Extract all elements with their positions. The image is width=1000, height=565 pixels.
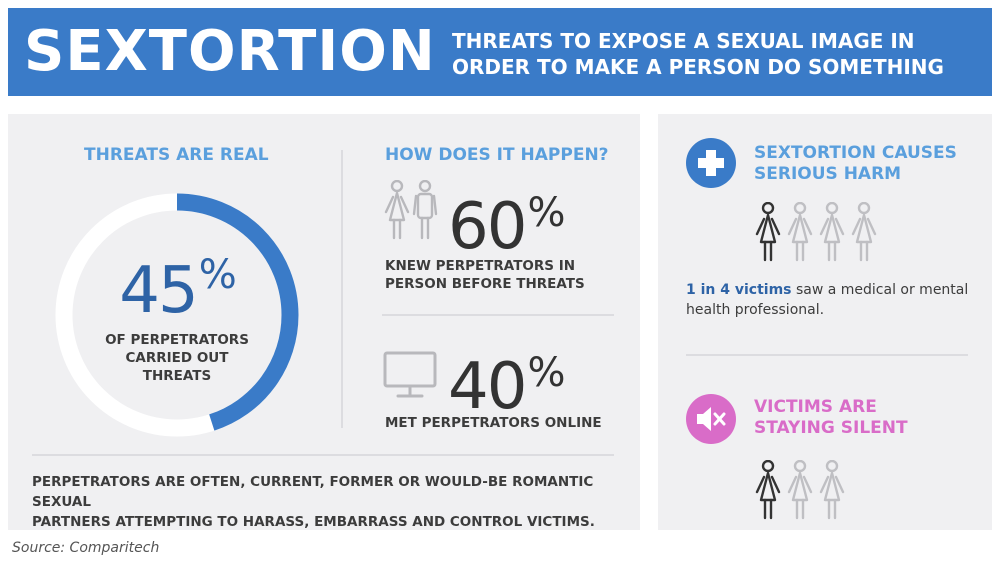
harm-stat-line-2: health professional. bbox=[686, 302, 825, 318]
medical-cross-icon bbox=[686, 138, 736, 188]
harm-figure-4 bbox=[851, 202, 877, 262]
threats-percent: 45% bbox=[92, 239, 262, 327]
threats-unit: % bbox=[198, 252, 237, 298]
threats-label-line-3: THREATS bbox=[142, 368, 212, 384]
silent-heading-line-1: VICTIMS ARE bbox=[754, 397, 877, 417]
stat-40-unit: % bbox=[527, 350, 565, 396]
monitor-icon bbox=[383, 351, 437, 398]
harm-heading-line-2: SERIOUS HARM bbox=[754, 164, 902, 184]
silent-figure-2 bbox=[787, 460, 813, 520]
stat-60-label-line-1: KNEW PERPETRATORS IN bbox=[385, 258, 576, 274]
stat-60-percent: 60% bbox=[448, 178, 565, 264]
stats-panel: THREATS ARE REAL 45% OF PERPETRATORS CAR… bbox=[8, 114, 640, 530]
harm-figures-icon bbox=[755, 202, 877, 262]
silent-heading-line-2: STAYING SILENT bbox=[754, 418, 908, 438]
harm-stat-rest: saw a medical or mental bbox=[791, 282, 969, 298]
stat-40-percent: 40% bbox=[448, 338, 565, 424]
subtitle-line-2: ORDER TO MAKE A PERSON DO SOMETHING bbox=[452, 55, 944, 79]
harm-stat-bold: 1 in 4 victims bbox=[686, 282, 792, 298]
footnote: PERPETRATORS ARE OFTEN, CURRENT, FORMER … bbox=[32, 472, 632, 532]
harm-heading: SEXTORTION CAUSES SERIOUS HARM bbox=[754, 143, 957, 185]
page-title: SEXTORTION bbox=[24, 19, 436, 84]
harm-heading-line-1: SEXTORTION CAUSES bbox=[754, 143, 957, 163]
footnote-line-2: PARTNERS ATTEMPTING TO HARASS, EMBARRASS… bbox=[32, 514, 595, 530]
stat-60-unit: % bbox=[527, 190, 565, 236]
silent-heading: VICTIMS ARE STAYING SILENT bbox=[754, 397, 908, 439]
footnote-line-1: PERPETRATORS ARE OFTEN, CURRENT, FORMER … bbox=[32, 474, 594, 510]
footnote-divider bbox=[32, 454, 614, 456]
muted-speaker-icon bbox=[686, 394, 736, 444]
header-banner: SEXTORTION THREATS TO EXPOSE A SEXUAL IM… bbox=[8, 8, 992, 96]
harm-panel: SEXTORTION CAUSES SERIOUS HARM 1 in 4 vi… bbox=[658, 114, 992, 530]
harm-figure-1 bbox=[755, 202, 781, 262]
threats-heading: THREATS ARE REAL bbox=[84, 145, 269, 165]
silent-figures-icon bbox=[755, 460, 845, 520]
harm-divider bbox=[686, 354, 968, 356]
silent-figure-1 bbox=[755, 460, 781, 520]
silent-figure-3 bbox=[819, 460, 845, 520]
donut-fill bbox=[55, 193, 299, 437]
couple-icon bbox=[384, 180, 438, 240]
stat-60-label: KNEW PERPETRATORS IN PERSON BEFORE THREA… bbox=[385, 257, 585, 293]
threats-value: 45 bbox=[119, 254, 198, 328]
stat-60-value: 60 bbox=[448, 190, 527, 264]
subtitle-line-1: THREATS TO EXPOSE A SEXUAL IMAGE IN bbox=[452, 29, 915, 53]
threats-label: OF PERPETRATORS CARRIED OUT THREATS bbox=[82, 331, 272, 385]
stat-60-label-line-2: PERSON BEFORE THREATS bbox=[385, 276, 585, 292]
threats-label-line-2: CARRIED OUT bbox=[125, 350, 229, 366]
how-heading: HOW DOES IT HAPPEN? bbox=[385, 145, 609, 165]
page-subtitle: THREATS TO EXPOSE A SEXUAL IMAGE IN ORDE… bbox=[452, 28, 972, 80]
harm-stat: 1 in 4 victims saw a medical or mental h… bbox=[686, 280, 986, 320]
threats-donut bbox=[55, 193, 299, 437]
source-caption: Source: Comparitech bbox=[12, 540, 160, 556]
harm-figure-3 bbox=[819, 202, 845, 262]
threats-label-line-1: OF PERPETRATORS bbox=[105, 332, 249, 348]
stat-40-value: 40 bbox=[448, 350, 527, 424]
stat-divider bbox=[382, 314, 614, 316]
stat-40-label: MET PERPETRATORS ONLINE bbox=[385, 415, 602, 431]
harm-figure-2 bbox=[787, 202, 813, 262]
column-divider bbox=[341, 150, 343, 428]
